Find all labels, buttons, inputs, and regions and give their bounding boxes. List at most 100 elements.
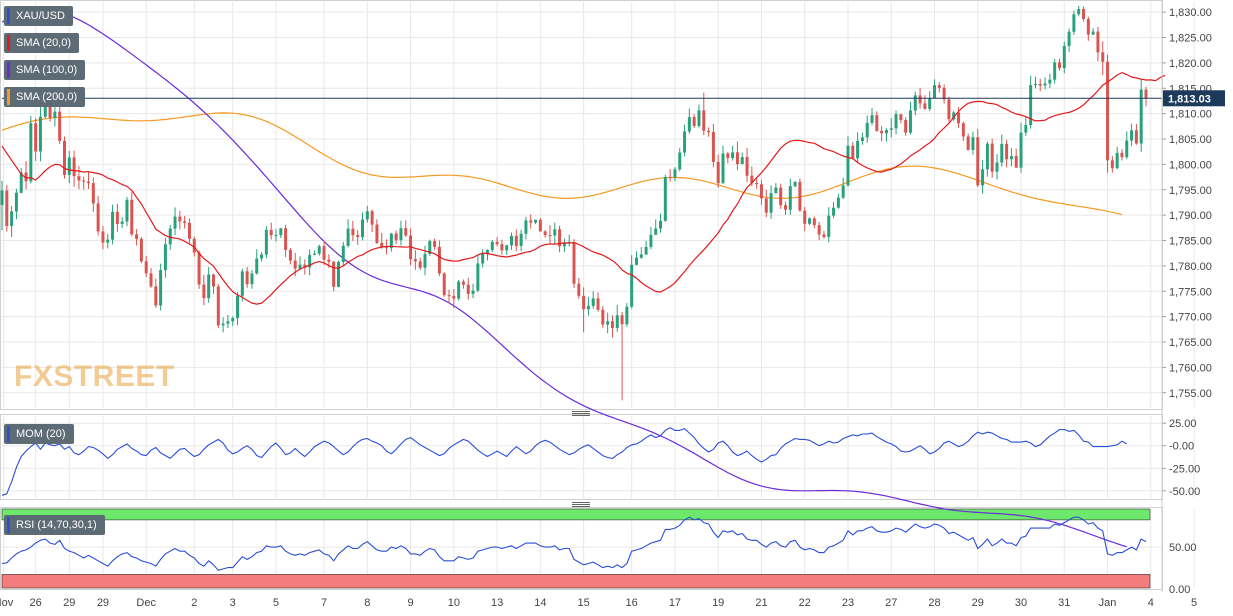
candle-body [1072,14,1076,32]
candle-body [610,321,614,328]
candle-body [668,176,672,178]
candle-body [654,228,658,235]
candle-body [663,176,667,221]
x-tick-label: 13 [491,597,503,609]
x-tick-label: 7 [321,597,327,609]
candle-body [192,238,196,253]
candle-body [231,318,235,322]
candle-body [125,199,129,222]
mom-y-tick-label: 25.00 [1169,418,1197,430]
candle-body [726,153,730,159]
x-tick-label: 31 [1058,597,1070,609]
candle-body [1009,156,1013,160]
pane-resize-handle-price[interactable] [572,411,590,416]
legend-sma200-text: SMA (200,0) [16,91,78,103]
candle-body [735,152,739,164]
sma200-line [1,112,1123,216]
candle-body [389,233,393,249]
x-tick-label: 9 [408,597,414,609]
candle-body [361,219,364,238]
candle-body [442,273,446,296]
candle-body [784,205,787,210]
candle-body [880,130,884,134]
x-tick-label: 21 [755,597,767,609]
candle-body [423,253,427,268]
candle-body [62,140,66,175]
candle-body [548,235,552,237]
mom-y-tick-label: -25.00 [1169,463,1200,475]
symbol-label[interactable]: XAU/USD [4,6,73,26]
candle-body [495,241,499,245]
candle-body [34,123,38,152]
candle-body [1125,140,1129,158]
candle-body [365,211,369,220]
candle-body [538,219,542,232]
legend-sma20[interactable]: SMA (20,0) [4,33,80,53]
candle-body [341,245,345,263]
x-tick-label: 30 [1015,597,1027,609]
candle-body [418,261,422,268]
candle-body [1134,130,1138,144]
candle-body [615,315,619,328]
price-y-tick-label: 1,785.00 [1169,236,1212,248]
candle-body [43,100,47,117]
candle-body [769,193,773,213]
candle-body [779,187,783,206]
candle-body [841,185,845,198]
candle-body [48,100,52,118]
candle-body [120,221,124,224]
candle-body [288,249,292,261]
candle-body [995,162,999,172]
candle-body [187,222,191,239]
candle-body [966,136,970,150]
candle-body [904,120,908,133]
mom-swatch [7,426,10,442]
price-y-tick-label: 1,805.00 [1169,134,1212,146]
candle-body [1029,85,1033,126]
candle-body [1086,18,1090,35]
legend-mom[interactable]: MOM (20) [4,424,74,444]
candle-body [649,234,653,247]
candle-body [529,220,533,223]
candle-body [163,244,167,271]
candle-body [899,114,903,121]
candle-body [543,231,547,236]
candle-body [591,298,595,306]
candle-body [72,157,76,177]
x-tick-label: 28 [928,597,940,609]
candle-body [918,95,922,104]
candle-body [1057,62,1061,69]
x-tick-label: 29 [63,597,75,609]
candle-body [346,228,350,246]
candle-body [908,110,912,133]
candle-body [437,246,441,274]
legend-rsi[interactable]: RSI (14,70,30,1) [4,515,105,535]
candle-body [678,152,682,170]
candle-body [510,235,514,246]
x-tick-label: 5 [273,597,279,609]
candle-body [683,131,687,153]
candle-body [308,254,312,268]
candle-body [553,229,557,236]
legend-sma100[interactable]: SMA (100,0) [4,60,86,80]
candle-body [250,273,254,285]
candle-body [1014,156,1018,168]
candle-body [236,295,240,319]
pane-frame-0 [0,0,1163,410]
candle-body [144,261,148,274]
legend-sma200[interactable]: SMA (200,0) [4,87,86,107]
candle-body [461,281,465,285]
mom-y-tick-label: -0.00 [1169,441,1194,453]
candle-body [500,244,504,251]
candle-body [981,169,985,186]
fxstreet-logo-watermark: FXSTREET [14,360,175,393]
pane-resize-handle-mom[interactable] [572,502,590,507]
candle-body [923,103,927,109]
candle-body [264,229,268,255]
candle-body [106,239,110,243]
candle-body [639,254,643,258]
candle-body [832,207,836,216]
symbol-label-text: XAU/USD [16,10,65,22]
candle-body [413,259,417,262]
candle-body [404,228,408,236]
